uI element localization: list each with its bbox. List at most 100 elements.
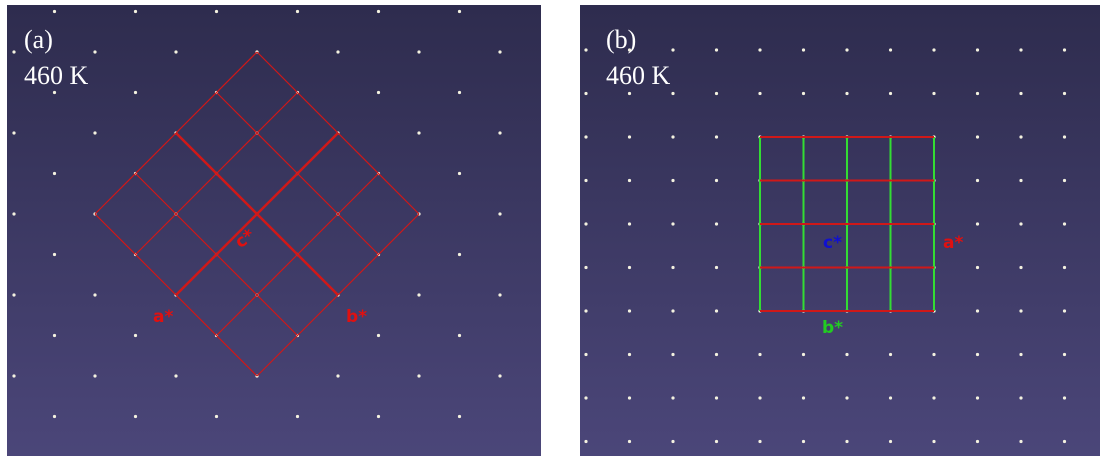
spot (93, 374, 96, 377)
spot (715, 135, 718, 138)
spot (584, 179, 587, 182)
spot (976, 309, 979, 312)
axis-label: a* (153, 307, 173, 327)
spot (628, 222, 631, 225)
spot (584, 48, 587, 51)
spot (932, 48, 935, 51)
spot (53, 415, 56, 418)
spot (458, 172, 461, 175)
spot (1019, 222, 1022, 225)
axis-label: b* (822, 318, 843, 338)
spot (1063, 48, 1066, 51)
spot (458, 415, 461, 418)
spot (584, 135, 587, 138)
spot (458, 334, 461, 337)
spot (1063, 135, 1066, 138)
axis-label: a* (943, 233, 963, 253)
spot (584, 222, 587, 225)
spot (1019, 396, 1022, 399)
spot (671, 179, 674, 182)
figure: (a) 460 K a* b* c* (b) 460 K a* b* c* (0, 0, 1106, 459)
spot (976, 135, 979, 138)
spot (53, 10, 56, 13)
spot (628, 440, 631, 443)
spot (628, 309, 631, 312)
axis-label: c* (823, 233, 842, 253)
spot (12, 374, 15, 377)
spot (671, 309, 674, 312)
spot (1019, 266, 1022, 269)
spot (1063, 266, 1066, 269)
spot (715, 48, 718, 51)
spot (1019, 309, 1022, 312)
spot (1063, 222, 1066, 225)
spot (134, 10, 137, 13)
spot (889, 440, 892, 443)
spot (584, 440, 587, 443)
temperature: 460 K (606, 61, 671, 90)
spot (715, 266, 718, 269)
spot (1063, 396, 1066, 399)
spot (93, 50, 96, 53)
spot (296, 415, 299, 418)
spot (671, 266, 674, 269)
spot (628, 92, 631, 95)
spot (976, 48, 979, 51)
spot (1019, 353, 1022, 356)
spot (889, 396, 892, 399)
spot (377, 10, 380, 13)
spot (498, 212, 501, 215)
spot (1019, 48, 1022, 51)
spot (628, 135, 631, 138)
spot (889, 48, 892, 51)
spot (134, 334, 137, 337)
spot (1063, 92, 1066, 95)
spot (845, 92, 848, 95)
page: (a) 460 K a* b* c* (b) 460 K a* b* c* ((… (0, 0, 1106, 459)
spot (215, 10, 218, 13)
spot (889, 353, 892, 356)
spot (932, 92, 935, 95)
spot (671, 135, 674, 138)
spot (715, 309, 718, 312)
spot (976, 266, 979, 269)
spot (498, 293, 501, 296)
spot (336, 50, 339, 53)
spot (976, 92, 979, 95)
spot (845, 48, 848, 51)
spot (12, 50, 15, 53)
spot (671, 396, 674, 399)
spot (93, 293, 96, 296)
spot (628, 353, 631, 356)
spot (845, 440, 848, 443)
spot (1063, 353, 1066, 356)
spot (671, 92, 674, 95)
spot (1019, 179, 1022, 182)
spot (215, 415, 218, 418)
panel-label: (b) (606, 25, 636, 54)
spot (715, 440, 718, 443)
spot (174, 50, 177, 53)
spot (1063, 309, 1066, 312)
spot (802, 440, 805, 443)
spot (671, 353, 674, 356)
spot (976, 353, 979, 356)
axis-label: b* (346, 307, 367, 327)
spot (134, 415, 137, 418)
spot (976, 440, 979, 443)
spot (671, 440, 674, 443)
spot (377, 415, 380, 418)
spot (932, 396, 935, 399)
spot (758, 353, 761, 356)
spot (53, 172, 56, 175)
spot (417, 50, 420, 53)
spot (377, 334, 380, 337)
spot (584, 92, 587, 95)
spot (417, 293, 420, 296)
spot (758, 396, 761, 399)
spot (628, 266, 631, 269)
spot (758, 48, 761, 51)
spot (1019, 440, 1022, 443)
spot (417, 374, 420, 377)
spot (53, 334, 56, 337)
